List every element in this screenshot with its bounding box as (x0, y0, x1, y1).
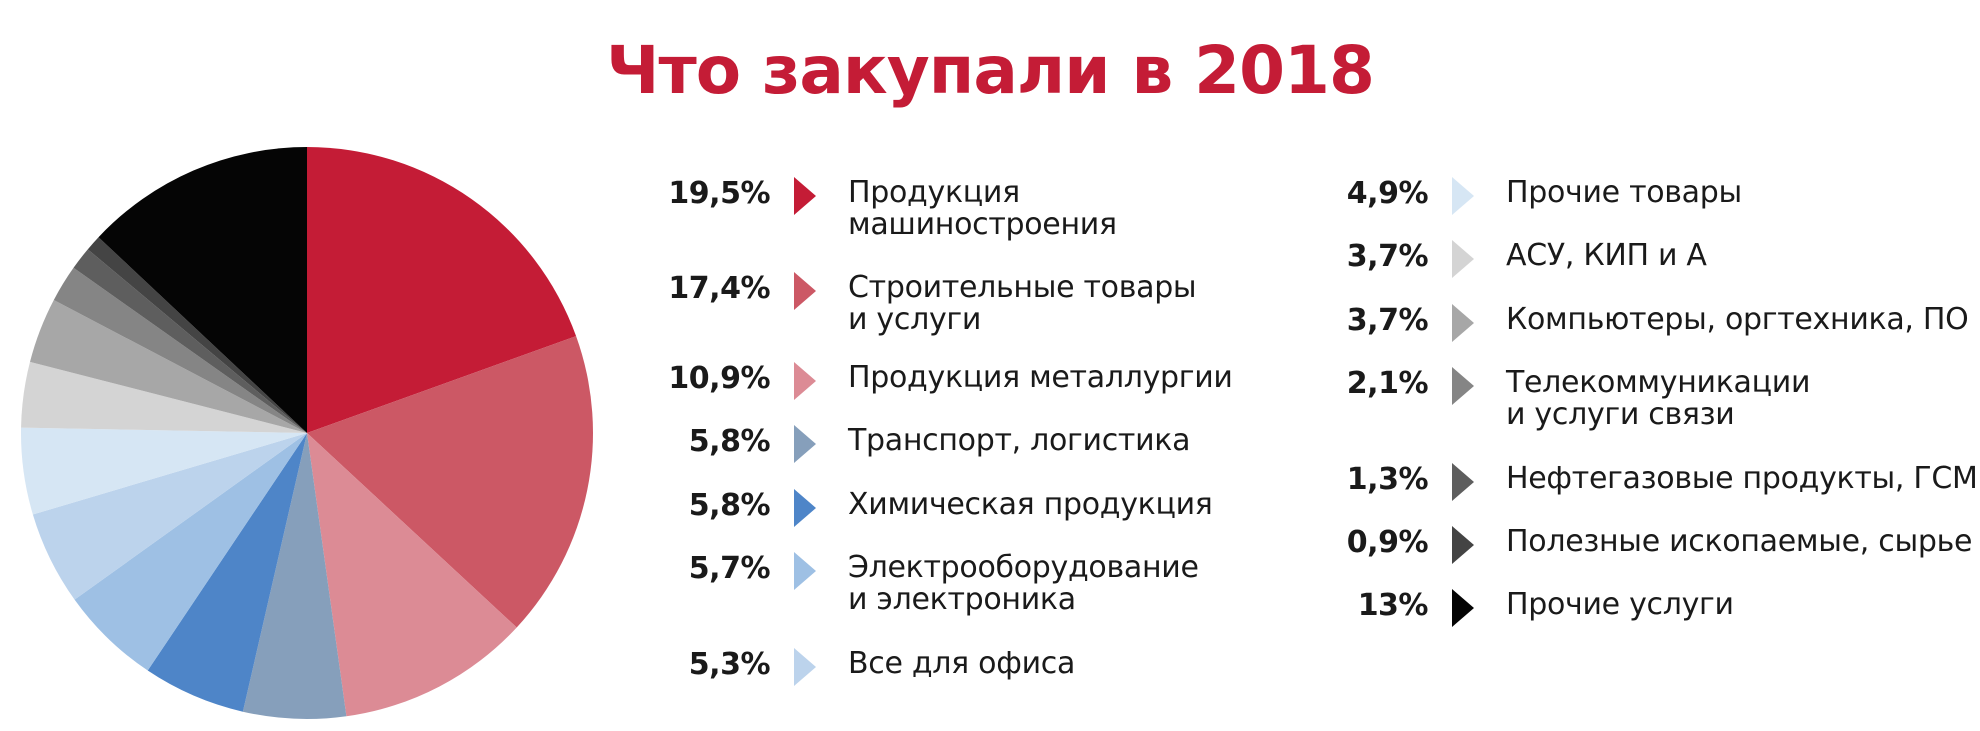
pie-slice-0 (307, 147, 577, 433)
pie-slice-11 (73, 249, 307, 433)
pie-slice-3 (242, 433, 347, 719)
pie-slice-6 (32, 433, 308, 600)
legend-marker-icon (794, 648, 816, 686)
pie-slice-1 (307, 336, 593, 628)
legend-marker-icon (1452, 367, 1474, 405)
legend-marker-icon (1452, 463, 1474, 501)
legend-label: Электрооборудование и электроника (848, 550, 1199, 617)
legend-item-7: 4,9% Прочие товары (1318, 177, 1742, 215)
legend-item-9: 3,7% Компьютеры, оргтехника, ПО (1318, 302, 1969, 342)
legend-label: Продукция металлургии (848, 360, 1233, 395)
legend-label: АСУ, КИП и А (1506, 238, 1707, 273)
legend-marker-icon (794, 177, 816, 215)
legend-percent: 5,7% (688, 551, 771, 586)
legend-percent: 1,3% (1346, 462, 1429, 497)
legend-label: Продукция машиностроения (848, 175, 1117, 242)
legend-label: Прочие товары (1506, 175, 1742, 210)
legend-marker-icon (794, 362, 816, 400)
pie-slice-8 (21, 361, 308, 433)
legend-percent: 3,7% (1346, 303, 1429, 338)
pie-slice-12 (87, 237, 307, 433)
legend-label: Телекоммуникации и услуги связи (1506, 365, 1811, 432)
legend-item-8: 3,7% АСУ, КИП и А (1318, 240, 1707, 278)
legend-percent: 3,7% (1346, 239, 1429, 274)
pie-slice-7 (20, 427, 307, 515)
legend-percent: 13% (1357, 588, 1429, 623)
legend-percent: 5,3% (688, 647, 771, 682)
legend-marker-icon (1452, 240, 1474, 278)
legend-label: Строительные товары и услуги (848, 270, 1197, 337)
legend-item-13: 13% Прочие услуги (1318, 589, 1734, 627)
legend-label: Химическая продукция (848, 487, 1213, 522)
legend-percent: 19,5% (668, 176, 770, 211)
legend-label: Полезные ископаемые, сырье (1506, 524, 1973, 559)
pie-slice-4 (147, 433, 307, 712)
legend-percent: 5,8% (688, 488, 771, 523)
legend-item-11: 1,3% Нефтегазовые продукты, ГСМ (1318, 463, 1978, 501)
legend-percent: 4,9% (1346, 176, 1429, 211)
legend-marker-icon (794, 489, 816, 527)
legend-label: Компьютеры, оргтехника, ПО (1506, 302, 1969, 337)
legend-percent: 10,9% (668, 361, 770, 396)
legend-label: Нефтегазовые продукты, ГСМ (1506, 461, 1978, 496)
legend-percent: 2,1% (1346, 366, 1429, 401)
legend-marker-icon (794, 425, 816, 463)
legend-label: Прочие услуги (1506, 587, 1734, 622)
chart-title: Что закупали в 2018 (606, 32, 1375, 109)
pie-slice-5 (74, 433, 307, 671)
legend-percent: 17,4% (668, 271, 770, 306)
pie-slice-2 (307, 433, 517, 717)
legend-item-1: 17,4% Строительные товары и услуги (660, 272, 1196, 336)
legend-marker-icon (1452, 589, 1474, 627)
legend-item-4: 5,8% Химическая продукция (660, 489, 1213, 527)
legend-item-5: 5,7% Электрооборудование и электроника (660, 552, 1199, 616)
pie-slice-13 (98, 147, 307, 433)
legend-item-2: 10,9% Продукция металлургии (660, 362, 1233, 400)
legend-marker-icon (1452, 526, 1474, 564)
legend-label: Транспорт, логистика (848, 423, 1191, 458)
pie-slice-9 (29, 299, 308, 433)
legend-marker-icon (794, 272, 816, 310)
pie-slice-10 (53, 267, 307, 433)
legend-item-12: 0,9% Полезные ископаемые, сырье (1318, 526, 1972, 564)
legend-percent: 0,9% (1346, 525, 1429, 560)
legend-percent: 5,8% (688, 424, 771, 459)
legend-item-10: 2,1% Телекоммуникации и услуги связи (1318, 365, 1811, 432)
legend-marker-icon (794, 552, 816, 590)
legend-marker-icon (1452, 304, 1474, 342)
legend-marker-icon (1452, 177, 1474, 215)
legend-item-6: 5,3% Все для офиса (660, 648, 1075, 686)
legend-item-0: 19,5% Продукция машиностроения (660, 177, 1117, 241)
legend-item-3: 5,8% Транспорт, логистика (660, 425, 1190, 463)
legend-label: Все для офиса (848, 646, 1076, 681)
